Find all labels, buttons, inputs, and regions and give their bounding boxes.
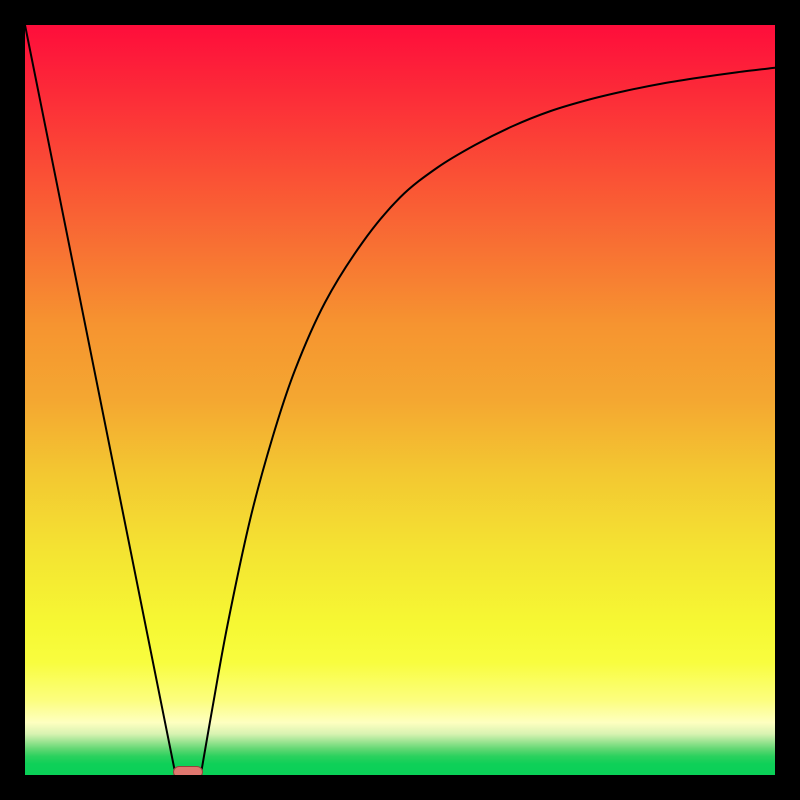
curve-layer xyxy=(25,25,775,775)
chart-frame: TheBottleneck.com xyxy=(0,0,800,800)
optimum-marker xyxy=(173,766,203,778)
plot-area xyxy=(25,25,775,775)
watermark-text: TheBottleneck.com xyxy=(601,0,789,26)
bottleneck-curve xyxy=(25,25,775,772)
